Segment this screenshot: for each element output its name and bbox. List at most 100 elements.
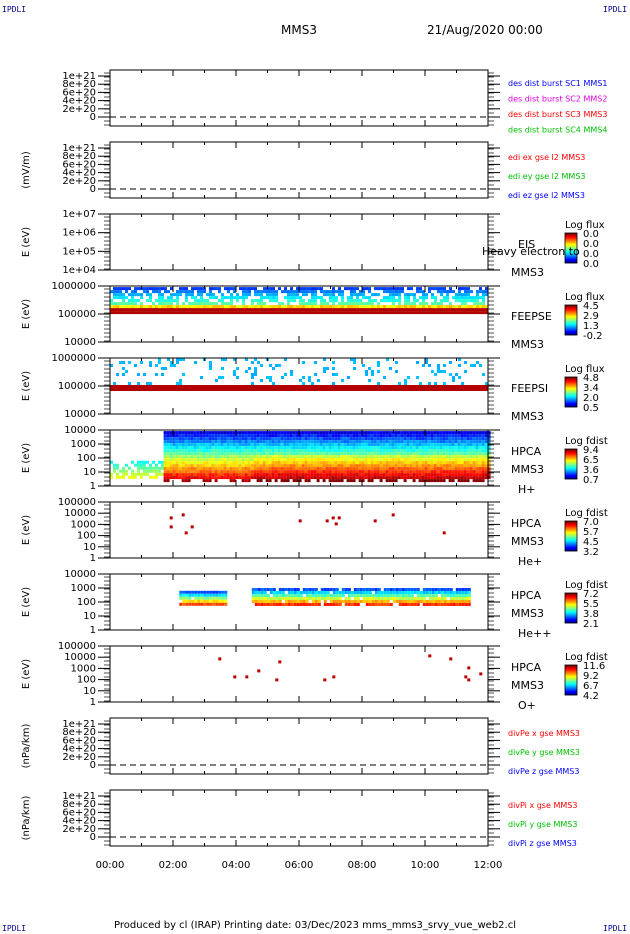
- spectrogram-cell: [226, 446, 230, 450]
- spectrogram-cell: [376, 455, 380, 459]
- spectrogram-cell: [236, 311, 239, 315]
- spectrogram-cell: [209, 308, 212, 312]
- spectrogram-cell: [188, 602, 192, 606]
- colorbar-band: [565, 310, 577, 312]
- spectrogram-cell: [232, 476, 236, 480]
- y-tick-label: 0: [90, 184, 96, 195]
- spectrogram-cell: [203, 305, 206, 309]
- spectrogram-cell: [181, 434, 185, 438]
- spectrogram-cell: [484, 464, 488, 468]
- spectrogram-cell: [410, 594, 414, 597]
- spectrogram-cell: [184, 449, 188, 453]
- spectrogram-cell: [215, 596, 219, 600]
- instrument-label: HPCA: [511, 445, 542, 458]
- spectrogram-cell: [179, 382, 182, 385]
- spectrogram-cell: [385, 467, 389, 471]
- colorbar-band: [565, 241, 577, 243]
- spectrogram-cell: [184, 455, 188, 459]
- spectrogram-cell: [344, 388, 347, 391]
- spectrogram-cell: [422, 296, 425, 300]
- spectrogram-cell: [260, 311, 263, 315]
- spectrogram-cell: [131, 460, 134, 464]
- spectrogram-cell: [394, 467, 398, 471]
- spectrogram-cell: [334, 476, 338, 480]
- spectrogram-cell: [338, 600, 342, 603]
- spectrogram-cell: [313, 437, 317, 441]
- spectrogram-cell: [143, 305, 146, 309]
- spectrogram-cell: [370, 473, 374, 477]
- spectrogram-cell: [232, 449, 236, 453]
- spectrogram-cell: [293, 296, 296, 300]
- spectrogram-cell: [259, 437, 263, 441]
- spectrogram-cell: [335, 600, 339, 603]
- spectrogram-cell: [181, 443, 185, 447]
- colorbar-tick-label: 3.6: [583, 465, 599, 476]
- spectrogram-cell: [161, 463, 164, 467]
- spectrogram-cell: [284, 603, 288, 606]
- spectrogram-cell: [460, 434, 464, 438]
- spectrogram-cell: [275, 290, 278, 294]
- spectrogram-cell: [349, 434, 353, 438]
- spectrogram-cell: [332, 299, 335, 303]
- colorbar-band: [565, 593, 577, 595]
- spectrogram-cell: [310, 437, 314, 441]
- spectrogram-cell: [358, 458, 362, 462]
- spectrogram-cell: [326, 597, 330, 600]
- spectrogram-cell: [388, 464, 392, 468]
- spectrogram-cell: [344, 311, 347, 315]
- spectrogram-cell: [113, 287, 116, 291]
- spectrogram-cell: [304, 446, 308, 450]
- spectrogram-cell: [242, 308, 245, 312]
- spectrogram-cell: [155, 305, 158, 309]
- spectrogram-cell: [377, 385, 380, 388]
- spectrogram-cell: [200, 311, 203, 315]
- spectrogram-cell: [377, 308, 380, 312]
- spectrogram-cell: [329, 588, 333, 591]
- spectrogram-cell: [427, 476, 431, 480]
- colorbar-band: [565, 687, 577, 689]
- spectrogram-cell: [400, 473, 404, 477]
- y-tick-label: 10000: [64, 409, 96, 420]
- spectrogram-cell: [310, 431, 314, 435]
- spectrogram-cell: [140, 302, 143, 306]
- spectrogram-cell: [244, 431, 248, 435]
- spectrogram-cell: [187, 446, 191, 450]
- spectrogram-cell: [475, 473, 479, 477]
- spectrogram-cell: [455, 600, 459, 603]
- spectrogram-cell: [214, 434, 218, 438]
- spectrogram-cell: [175, 431, 179, 435]
- spectrogram-cell: [349, 461, 353, 465]
- spectrogram-cell: [110, 299, 113, 303]
- spectrogram-cell: [433, 476, 437, 480]
- spectrogram-cell: [173, 299, 176, 303]
- spectrogram-cell: [349, 467, 353, 471]
- spectrogram-cell: [203, 290, 206, 294]
- colorbar-band: [565, 469, 577, 471]
- colorbar-band: [565, 400, 577, 402]
- spectrogram-cell: [479, 287, 482, 291]
- spectrogram-cell: [292, 458, 296, 462]
- spectrogram-cell: [443, 296, 446, 300]
- spectrogram-cell: [172, 458, 176, 462]
- spectrogram-cell: [211, 470, 215, 474]
- y-axis-label: E (eV): [21, 587, 32, 617]
- spectrogram-cell: [259, 440, 263, 444]
- spectrogram-cell: [140, 466, 143, 470]
- spectrogram-cell: [175, 470, 179, 474]
- spectrogram-cell: [239, 311, 242, 315]
- colorbar-band: [565, 316, 577, 318]
- spectrogram-cell: [299, 296, 302, 300]
- spectrogram-cell: [206, 299, 209, 303]
- spectrogram-cell: [346, 446, 350, 450]
- spectrogram-cell: [362, 311, 365, 315]
- spectrogram-cell: [241, 446, 245, 450]
- spectrogram-cell: [293, 588, 297, 591]
- spectrogram-cell: [242, 302, 245, 306]
- spectrogram-cell: [226, 434, 230, 438]
- spectrogram-cell: [191, 385, 194, 388]
- spectrogram-cell: [208, 431, 212, 435]
- colorbar-band: [565, 311, 577, 313]
- spectrogram-cell: [314, 308, 317, 312]
- spectrogram-cell: [457, 446, 461, 450]
- colorbar-tick-label: 3.2: [583, 547, 599, 558]
